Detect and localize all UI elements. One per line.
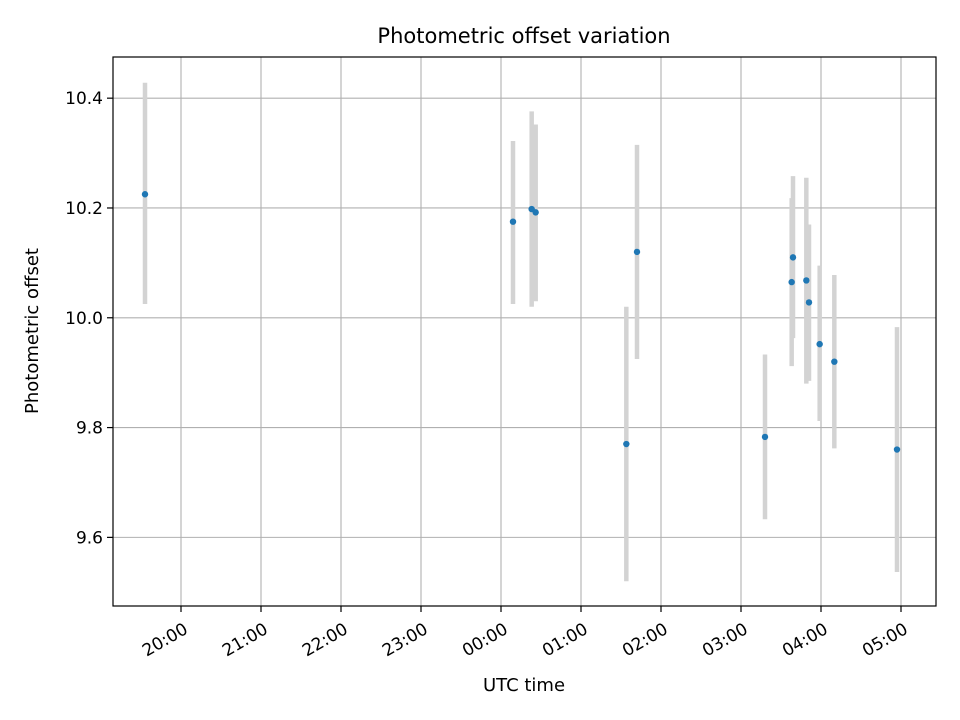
y-axis-ticks: 9.6 9.8 10.0 10.2 10.4 <box>65 89 113 548</box>
data-point <box>789 254 797 261</box>
data-point <box>761 433 769 441</box>
data-points <box>141 191 901 453</box>
data-point <box>803 277 810 284</box>
y-tick-label: 10.4 <box>65 89 103 109</box>
data-point <box>805 299 813 306</box>
data-point <box>141 191 149 198</box>
chart-title: Photometric offset variation <box>377 24 670 48</box>
data-point <box>788 278 795 286</box>
data-point <box>509 218 517 225</box>
y-tick-label: 9.6 <box>76 528 103 548</box>
data-point <box>831 358 838 365</box>
y-axis-label: Photometric offset <box>22 248 43 414</box>
grid <box>113 57 936 606</box>
data-point <box>893 446 901 453</box>
data-point <box>633 248 641 256</box>
y-tick-label: 10.0 <box>65 309 103 329</box>
data-point <box>532 209 539 216</box>
data-point <box>623 440 630 448</box>
y-tick-label: 9.8 <box>76 419 103 439</box>
plot-frame <box>112 56 937 607</box>
data-point <box>816 340 823 348</box>
x-axis-label: UTC time <box>483 675 565 696</box>
y-tick-label: 10.2 <box>65 199 103 219</box>
